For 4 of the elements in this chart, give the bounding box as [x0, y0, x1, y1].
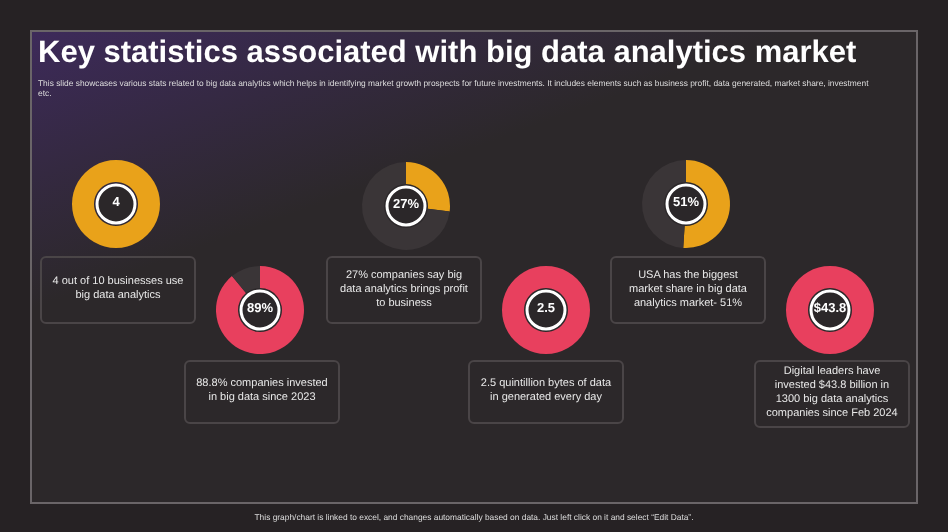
donut-slice — [216, 266, 304, 354]
donut-slice — [362, 162, 450, 250]
donut-slice — [231, 266, 260, 294]
text: Key statistics associated with big data analytics market — [38, 36, 857, 72]
